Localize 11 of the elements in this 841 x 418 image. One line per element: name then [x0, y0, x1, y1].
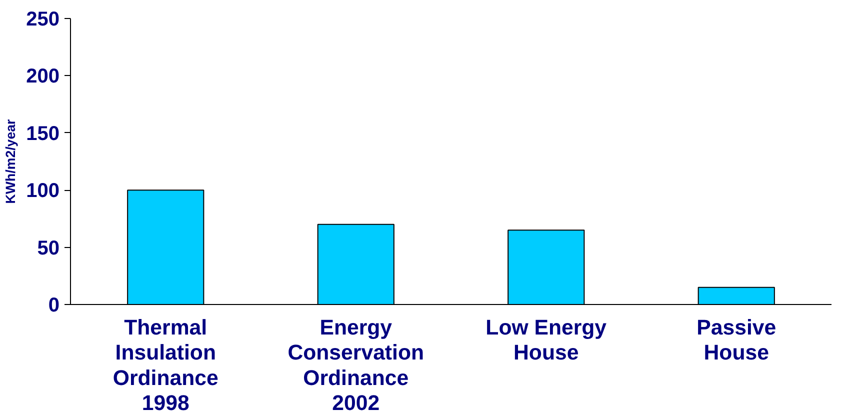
x-tick-label: Thermal Insulation Ordinance 1998 [112, 316, 219, 416]
y-tick-label: 50 [37, 237, 60, 260]
y-tick-label: 150 [26, 122, 60, 145]
y-tick-label: 100 [26, 180, 60, 202]
y-tick-label: 200 [26, 66, 60, 88]
y-tick-label: 0 [48, 294, 60, 316]
x-tick-label: Energy Conservation Ordinance 2002 [288, 316, 424, 416]
y-tick-label: 250 [26, 8, 60, 30]
y-axis-title: KWh/m2/year [3, 119, 18, 204]
x-tick-label: Passive House [696, 316, 776, 365]
x-tick-label: Low Energy House [486, 316, 607, 365]
